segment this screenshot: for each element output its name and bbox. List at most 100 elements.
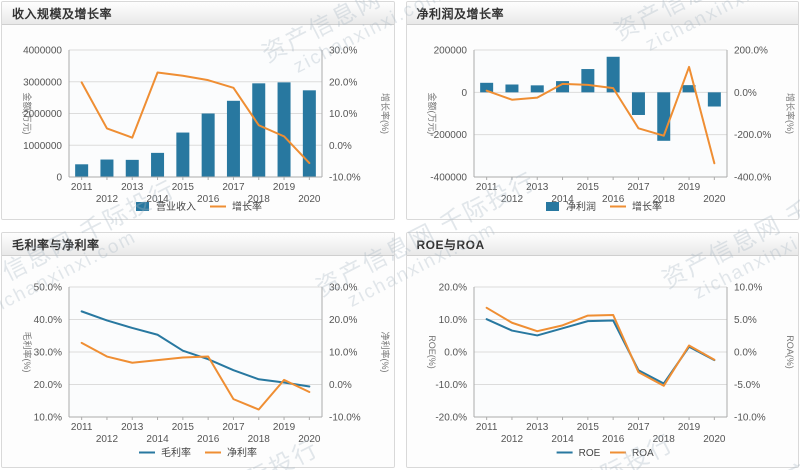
line-series — [80, 71, 311, 165]
svg-text:2016: 2016 — [197, 194, 220, 205]
legend: 净利润 增长率 — [545, 200, 662, 213]
right-axis-title: 净利率(%) — [380, 332, 391, 373]
svg-text:20.0%: 20.0% — [329, 315, 357, 326]
svg-text:-400000: -400000 — [430, 173, 467, 184]
bar — [201, 113, 215, 177]
svg-text:-5.0%: -5.0% — [734, 380, 760, 391]
svg-text:2016: 2016 — [197, 434, 220, 445]
legend-swatch — [545, 202, 559, 211]
svg-text:2012: 2012 — [96, 434, 119, 445]
svg-text:2015: 2015 — [576, 182, 599, 193]
svg-text:-10.0%: -10.0% — [435, 380, 467, 391]
svg-text:2013: 2013 — [121, 182, 144, 193]
legend-label: 净利润 — [566, 200, 596, 213]
axes — [68, 287, 323, 418]
svg-text:10.0%: 10.0% — [438, 315, 466, 326]
svg-text:2014: 2014 — [146, 194, 169, 205]
svg-text:2017: 2017 — [222, 182, 245, 193]
svg-text:2018: 2018 — [652, 194, 675, 205]
svg-text:30.0%: 30.0% — [329, 283, 357, 294]
bar — [75, 164, 89, 177]
right-axis-labels: 200.0% 0.0% -200.0% -400.0% — [734, 46, 771, 184]
revenue-growth-chart: 2011201220132014201520162017201820192020… — [22, 46, 391, 214]
bar — [555, 81, 569, 93]
svg-text:2011: 2011 — [475, 422, 497, 433]
left-axis-labels: 20.0% 10.0% 0.0% -10.0% -20.0% — [435, 283, 467, 424]
bar — [302, 90, 316, 177]
svg-text:-10.0%: -10.0% — [329, 173, 361, 184]
line-series — [485, 306, 715, 387]
svg-text:2019: 2019 — [273, 182, 296, 193]
svg-text:20.0%: 20.0% — [438, 283, 466, 294]
svg-text:2011: 2011 — [71, 182, 93, 193]
svg-text:2015: 2015 — [172, 422, 195, 433]
bar — [277, 82, 291, 177]
svg-text:3000000: 3000000 — [23, 77, 62, 88]
legend-item: ROA — [609, 448, 654, 459]
legend-item: 净利润 — [545, 200, 596, 213]
svg-text:2014: 2014 — [146, 434, 169, 445]
svg-text:20.0%: 20.0% — [329, 77, 357, 88]
svg-text:-10.0%: -10.0% — [734, 413, 766, 424]
svg-text:10.0%: 10.0% — [734, 283, 762, 294]
legend-swatch — [136, 202, 149, 211]
panel-header: ROE与ROA — [406, 233, 798, 256]
svg-text:2017: 2017 — [222, 422, 245, 433]
svg-text:2019: 2019 — [677, 422, 700, 433]
svg-text:2019: 2019 — [273, 422, 296, 433]
left-axis-title: 金额(万元) — [22, 93, 33, 135]
bar — [479, 82, 493, 93]
svg-text:2018: 2018 — [652, 434, 675, 445]
legend-item: 净利率 — [205, 446, 257, 459]
left-axis-title: 毛利率(%) — [22, 332, 33, 373]
axes — [68, 50, 323, 178]
right-axis-title: ROA(%) — [785, 335, 795, 369]
svg-text:2013: 2013 — [121, 422, 144, 433]
bar-series — [75, 82, 316, 177]
left-axis-title: ROE(%) — [427, 335, 437, 369]
svg-text:-200.0%: -200.0% — [734, 130, 771, 141]
right-axis-title: 增长率(%) — [380, 93, 391, 134]
svg-text:2019: 2019 — [677, 182, 700, 193]
svg-text:2013: 2013 — [526, 182, 549, 193]
svg-text:200000: 200000 — [433, 46, 467, 57]
bar — [580, 69, 594, 93]
bar-series — [479, 56, 721, 141]
margins-chart: 2011201220132014201520162017201820192020… — [22, 283, 391, 460]
legend-item: 增长率 — [609, 200, 662, 213]
svg-text:2012: 2012 — [500, 434, 523, 445]
legend-label: 增长率 — [632, 200, 662, 213]
bar — [100, 159, 114, 177]
bar — [252, 83, 266, 177]
legend-item: 增长率 — [210, 200, 262, 213]
svg-text:2013: 2013 — [526, 422, 549, 433]
panel-netprofit-growth: 净利润及增长率 2011 2012 2013 2014 2015 2016 2017 2018… — [405, 1, 799, 220]
left-axis-title: 金额(万元) — [427, 93, 438, 135]
axes — [473, 287, 727, 418]
legend: ROE ROA — [556, 448, 654, 459]
legend-label: 净利率 — [227, 446, 257, 459]
svg-text:40.0%: 40.0% — [34, 315, 62, 326]
legend-item: ROE — [556, 448, 600, 459]
svg-text:2012: 2012 — [500, 194, 523, 205]
svg-text:0: 0 — [56, 173, 62, 184]
svg-text:0.0%: 0.0% — [329, 380, 352, 391]
axes — [473, 50, 727, 178]
right-axis-title: 增长率(%) — [785, 93, 796, 134]
bar — [226, 100, 240, 177]
svg-text:4000000: 4000000 — [23, 46, 62, 57]
svg-text:2016: 2016 — [602, 434, 625, 445]
svg-text:2018: 2018 — [248, 434, 271, 445]
svg-text:2011: 2011 — [71, 422, 93, 433]
legend-label: 毛利率 — [161, 446, 191, 459]
legend-item: 营业收入 — [136, 200, 196, 213]
svg-text:5.0%: 5.0% — [734, 315, 757, 326]
svg-text:-400.0%: -400.0% — [734, 173, 771, 184]
svg-text:-20.0%: -20.0% — [435, 413, 467, 424]
svg-text:2011: 2011 — [475, 182, 497, 193]
